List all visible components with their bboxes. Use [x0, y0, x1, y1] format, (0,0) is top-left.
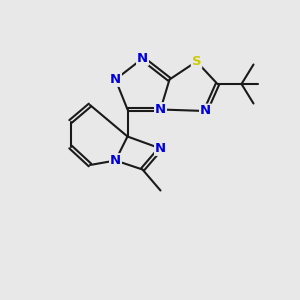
Text: N: N: [110, 154, 121, 167]
Text: N: N: [155, 103, 166, 116]
Text: N: N: [155, 142, 166, 155]
Text: N: N: [200, 104, 211, 118]
Text: N: N: [137, 52, 148, 65]
Text: N: N: [110, 73, 121, 86]
Text: S: S: [192, 55, 201, 68]
